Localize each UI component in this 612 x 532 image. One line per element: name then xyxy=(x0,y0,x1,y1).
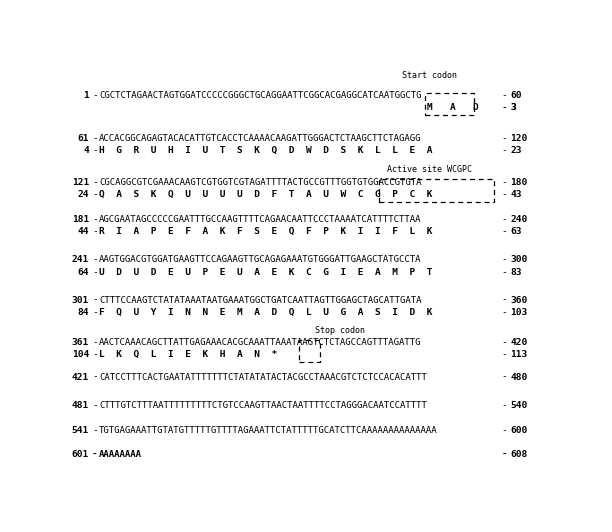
Text: 23: 23 xyxy=(510,146,522,155)
Text: -: - xyxy=(501,338,507,347)
Text: 481: 481 xyxy=(72,401,89,410)
Text: -: - xyxy=(92,450,98,459)
Text: -: - xyxy=(501,103,507,112)
Text: -: - xyxy=(92,338,98,347)
Bar xyxy=(425,93,474,115)
Text: L  K  Q  L  I  E  K  H  A  N  *: L K Q L I E K H A N * xyxy=(99,350,277,359)
Text: 241: 241 xyxy=(72,255,89,264)
Text: -: - xyxy=(501,146,507,155)
Text: 1: 1 xyxy=(83,91,89,99)
Text: 63: 63 xyxy=(510,227,522,236)
Text: AAAAAAAA: AAAAAAAA xyxy=(99,450,142,459)
Text: -: - xyxy=(92,308,98,317)
Text: -: - xyxy=(92,134,98,143)
Text: -: - xyxy=(92,401,98,410)
Text: CGCTCTAGAACTAGTGGATCCCCCGGGCTGCAGGAATTCGGCACGAGGCATCAATGGCTG: CGCTCTAGAACTAGTGGATCCCCCGGGCTGCAGGAATTCG… xyxy=(99,91,422,99)
Text: 541: 541 xyxy=(72,427,89,435)
Text: -: - xyxy=(92,350,98,359)
Text: 64: 64 xyxy=(77,268,89,277)
Text: -: - xyxy=(92,427,98,435)
Text: CATCCTTTCACTGAATATTTTTTTCTATATATACTACGCCTAAACGTCTCTCCACACATTT: CATCCTTTCACTGAATATTTTTTTCTATATATACTACGCC… xyxy=(99,372,427,381)
Text: R  I  A  P  E  F  A  K  F  S  E  Q  F  P  K  I  I  F  L  K: R I A P E F A K F S E Q F P K I I F L K xyxy=(99,227,433,236)
Text: 60: 60 xyxy=(510,91,522,99)
Text: -: - xyxy=(501,450,507,459)
Text: 420: 420 xyxy=(510,338,528,347)
Text: AAGTGGACGTGGATGAAGTTCCAGAAGTTGCAGAGAAATGTGGGATTGAAGCTATGCCTA: AAGTGGACGTGGATGAAGTTCCAGAAGTTGCAGAGAAATG… xyxy=(99,255,422,264)
Text: -: - xyxy=(501,91,507,99)
Text: 240: 240 xyxy=(510,215,528,223)
Text: -: - xyxy=(501,308,507,317)
Text: 180: 180 xyxy=(510,178,528,187)
Text: 113: 113 xyxy=(510,350,528,359)
Text: AGCGAATAGCCCCCGAATTTGCCAAGTTTTCAGAACAATTCCCTAAAATCATTTTCTTAA: AGCGAATAGCCCCCGAATTTGCCAAGTTTTCAGAACAATT… xyxy=(99,215,422,223)
Text: 61: 61 xyxy=(77,134,89,143)
Text: Active site WCGPC: Active site WCGPC xyxy=(387,164,472,173)
Text: -: - xyxy=(92,91,98,99)
Text: 103: 103 xyxy=(510,308,528,317)
Text: TGTGAGAAATTGTATGTTTTTGTTTTAGAAATTCTATTTTTGCATCTTCAAAAAAAAAAAAAA: TGTGAGAAATTGTATGTTTTTGTTTTAGAAATTCTATTTT… xyxy=(99,427,438,435)
Text: -: - xyxy=(501,296,507,304)
Text: -: - xyxy=(501,255,507,264)
Text: Stop codon: Stop codon xyxy=(315,326,365,335)
Text: -: - xyxy=(92,146,98,155)
Text: 608: 608 xyxy=(510,450,528,459)
Text: CTTTCCAAGTCTATATAAATAATGAAATGGCTGATCAATTAGTTGGAGCTAGCATTGATA: CTTTCCAAGTCTATATAAATAATGAAATGGCTGATCAATT… xyxy=(99,296,422,304)
Text: M   A   D: M A D xyxy=(427,103,479,112)
Text: 3: 3 xyxy=(510,103,517,112)
Text: CTTTGTCTTTAATTTTTTTTTCTGTCCAAGTTAACTAATTTTCCTAGGGACAATCCATTTT: CTTTGTCTTTAATTTTTTTTTCTGTCCAAGTTAACTAATT… xyxy=(99,401,427,410)
Text: 181: 181 xyxy=(72,215,89,223)
Text: -: - xyxy=(501,134,507,143)
Text: -: - xyxy=(501,372,507,381)
Text: -: - xyxy=(92,255,98,264)
Text: 540: 540 xyxy=(510,401,528,410)
Text: -: - xyxy=(501,268,507,277)
Text: F  Q  U  Y  I  N  N  E  M  A  D  Q  L  U  G  A  S  I  D  K: F Q U Y I N N E M A D Q L U G A S I D K xyxy=(99,308,433,317)
Bar xyxy=(299,339,320,362)
Text: 83: 83 xyxy=(510,268,522,277)
Text: -: - xyxy=(501,401,507,410)
Text: -: - xyxy=(501,103,507,112)
Text: 360: 360 xyxy=(510,296,528,304)
Text: -: - xyxy=(92,268,98,277)
Text: -: - xyxy=(501,227,507,236)
Text: Q  A  S  K  Q  U  U  U  U  D  F  T  A  U  W  C  G  P  C  K: Q A S K Q U U U U D F T A U W C G P C K xyxy=(99,190,433,199)
Text: 4: 4 xyxy=(83,146,89,155)
Text: -: - xyxy=(92,227,98,236)
Text: -: - xyxy=(92,372,98,381)
Text: -: - xyxy=(92,215,98,223)
Text: 480: 480 xyxy=(510,372,528,381)
Text: -: - xyxy=(92,296,98,304)
Text: 84: 84 xyxy=(77,308,89,317)
Text: 44: 44 xyxy=(77,227,89,236)
Text: 301: 301 xyxy=(72,296,89,304)
Text: 24: 24 xyxy=(77,190,89,199)
Bar xyxy=(379,179,494,202)
Text: 601: 601 xyxy=(72,450,89,459)
Text: CGCAGGCGTCGAAACAAGTCGTGGTCGTAGATTTTACTGCCGTTTGGTGTGGACCGTGTA: CGCAGGCGTCGAAACAAGTCGTGGTCGTAGATTTTACTGC… xyxy=(99,178,422,187)
Text: AACTCAAACAGCTTATTGAGAAACACGCAAATTAAATAAGTCTCTAGCCAGTTTAGATTG: AACTCAAACAGCTTATTGAGAAACACGCAAATTAAATAAG… xyxy=(99,338,422,347)
Text: -: - xyxy=(501,215,507,223)
Text: -: - xyxy=(92,190,98,199)
Text: 120: 120 xyxy=(510,134,528,143)
Text: -: - xyxy=(501,190,507,199)
Text: -: - xyxy=(92,178,98,187)
Text: Start codon: Start codon xyxy=(401,71,457,80)
Text: 3: 3 xyxy=(510,103,517,112)
Text: -: - xyxy=(501,350,507,359)
Text: 104: 104 xyxy=(72,350,89,359)
Text: ACCACGGCAGAGTACACATTGTCACCTCAAAACAAGATTGGGACTCTAAGCTTCTAGAGG: ACCACGGCAGAGTACACATTGTCACCTCAAAACAAGATTG… xyxy=(99,134,422,143)
Text: 43: 43 xyxy=(510,190,522,199)
Text: 121: 121 xyxy=(72,178,89,187)
Text: U  D  U  D  E  U  P  E  U  A  E  K  C  G  I  E  A  M  P  T: U D U D E U P E U A E K C G I E A M P T xyxy=(99,268,433,277)
Text: H  G  R  U  H  I  U  T  S  K  Q  D  W  D  S  K  L  L  E  A: H G R U H I U T S K Q D W D S K L L E A xyxy=(99,146,433,155)
Text: -: - xyxy=(501,178,507,187)
Text: -: - xyxy=(501,427,507,435)
Text: 300: 300 xyxy=(510,255,528,264)
Text: 421: 421 xyxy=(72,372,89,381)
Text: 600: 600 xyxy=(510,427,528,435)
Text: 361: 361 xyxy=(72,338,89,347)
